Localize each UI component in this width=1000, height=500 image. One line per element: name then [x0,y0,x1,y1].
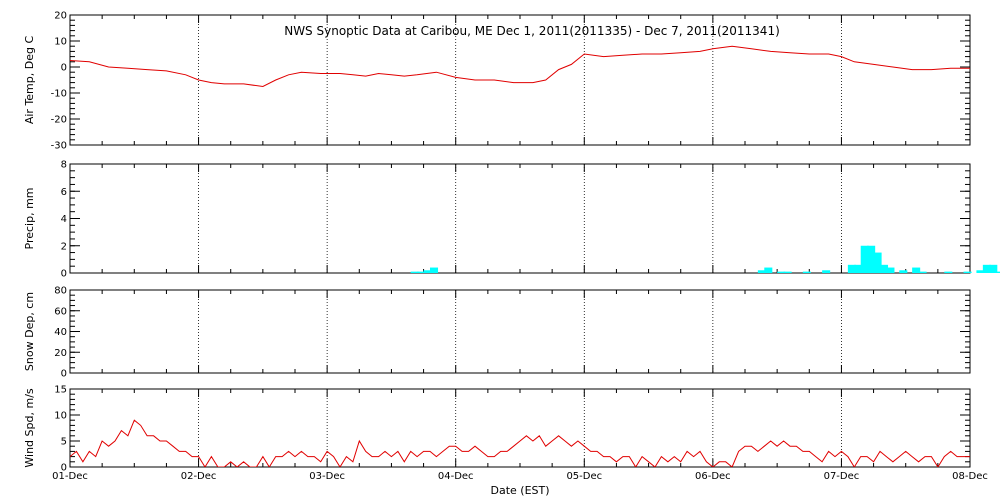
y-tick-label: 80 [54,286,67,297]
data-bar [873,252,882,273]
y-tick-label: 60 [54,306,67,317]
x-tick-label: 02-Dec [181,471,217,482]
y-tick-label: 15 [54,385,67,396]
y-tick-label: 10 [54,411,67,422]
y-tick-label: -30 [51,141,67,152]
y-tick-label: 0 [61,63,67,74]
data-series-line [70,45,970,88]
panel-4: 15 10 5 0 Wind Spd, m/s [23,385,971,474]
data-bar [757,270,766,273]
x-axis-label: Date (EST) [490,484,549,497]
data-bar [417,271,426,273]
x-tick-label: 06-Dec [695,471,731,482]
data-bar [802,271,811,273]
y-tick-label: -10 [51,89,67,100]
y-axis-label: Precip, mm [23,188,36,250]
chart-title: NWS Synoptic Data at Caribou, ME Dec 1, … [284,24,780,38]
y-tick-label: 0 [61,463,67,474]
panel-3: 80 60 40 20 0 Snow Dep, cm [23,286,971,380]
x-tick-label: 08-Dec [952,471,988,482]
y-tick-label: 20 [54,348,67,359]
y-axis-label: Snow Dep, cm [23,292,36,371]
y-tick-label: 0 [61,269,67,280]
x-tick-label: 03-Dec [309,471,345,482]
data-bar [783,271,792,273]
data-bar [995,271,1000,273]
data-bar [976,270,985,273]
data-bar [430,267,439,273]
y-tick-label: 10 [54,37,67,48]
data-bar [777,271,786,273]
x-tick-label: 01-Dec [52,471,88,482]
data-bar [982,264,991,273]
data-bar [867,245,876,273]
y-tick-label: 8 [61,160,67,171]
plot-frame [69,163,971,274]
plot-frame [69,388,971,468]
y-tick-label: -20 [51,115,67,126]
data-bar [944,271,953,273]
data-bar [764,267,773,273]
x-tick-label: 05-Dec [566,471,602,482]
data-bar [963,271,972,273]
data-bar [860,245,869,273]
y-tick-label: 40 [54,327,67,338]
data-bar [822,270,831,273]
panel-2: 8 6 4 2 0 Precip, mm [23,160,1000,280]
y-axis-label: Air Temp, Deg C [23,36,36,125]
data-bar [423,270,432,273]
data-bar [880,264,889,273]
data-bar [847,264,856,273]
y-tick-label: 2 [61,241,67,252]
data-bar [918,271,927,273]
data-bar [989,264,998,273]
y-axis-label: Wind Spd, m/s [23,388,36,468]
y-tick-label: 0 [61,369,67,380]
data-series-line [70,419,970,467]
data-bar [899,270,908,273]
data-bar [410,271,419,273]
data-bar [854,264,863,273]
y-tick-label: 20 [54,11,67,22]
y-tick-label: 6 [61,187,67,198]
panel-1: 20 10 0 -10 -20 -30 Air Temp, Deg C [23,11,971,152]
y-tick-label: 4 [61,214,67,225]
data-bar [912,267,921,273]
plot-frame [69,289,971,374]
x-tick-label: 04-Dec [438,471,474,482]
x-tick-label: 07-Dec [824,471,860,482]
y-tick-label: 5 [61,437,67,448]
data-bar [886,267,895,273]
